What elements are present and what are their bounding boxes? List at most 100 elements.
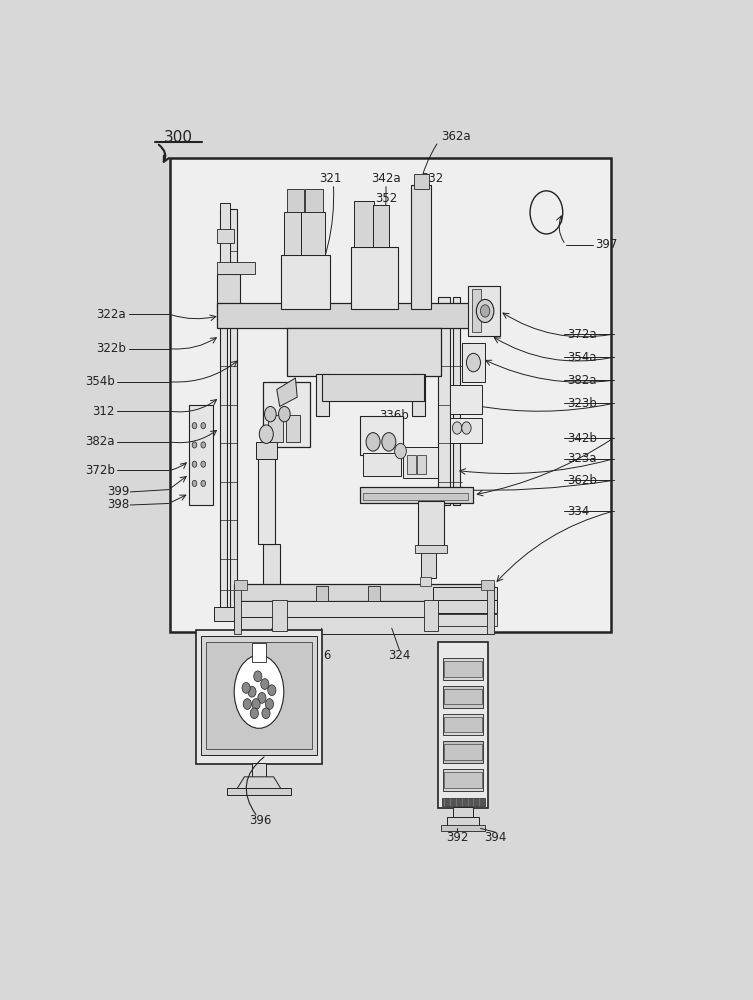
Bar (432, 614, 497, 626)
Bar (450, 385, 482, 414)
Text: 362a: 362a (441, 130, 471, 143)
Text: 399: 399 (107, 485, 130, 498)
Bar (373, 205, 389, 247)
Bar (368, 586, 380, 601)
Bar (443, 686, 483, 708)
Bar (360, 416, 404, 455)
Text: 342a: 342a (371, 172, 401, 185)
Bar (443, 741, 483, 763)
Bar (432, 600, 497, 613)
Bar (472, 289, 481, 332)
Circle shape (201, 461, 206, 467)
Text: 372b: 372b (84, 464, 114, 477)
Bar (443, 658, 483, 680)
Text: 322a: 322a (96, 308, 127, 321)
Text: 354a: 354a (567, 351, 596, 364)
Circle shape (279, 406, 290, 422)
Circle shape (366, 433, 380, 451)
Bar (301, 212, 325, 255)
Bar (444, 744, 482, 760)
Circle shape (252, 699, 260, 709)
Text: 334: 334 (567, 505, 589, 518)
Text: 362b: 362b (567, 474, 596, 487)
Bar (443, 714, 483, 735)
Bar (272, 600, 287, 631)
Bar (417, 455, 426, 474)
Circle shape (477, 299, 494, 323)
Bar (411, 185, 431, 309)
Text: 323b: 323b (567, 397, 596, 410)
Bar (234, 584, 241, 634)
Bar (322, 374, 424, 401)
Bar (256, 442, 277, 459)
Text: 332: 332 (422, 172, 444, 185)
Circle shape (453, 422, 462, 434)
Bar (287, 189, 304, 212)
Ellipse shape (234, 655, 284, 728)
Bar (316, 374, 329, 416)
Circle shape (201, 442, 206, 448)
Bar (438, 297, 450, 505)
Bar (252, 763, 266, 777)
Bar (418, 501, 444, 551)
Bar (220, 209, 227, 609)
Bar (316, 586, 328, 601)
Text: 342b: 342b (567, 432, 596, 445)
Text: 321: 321 (319, 172, 342, 185)
Bar (404, 447, 438, 478)
Circle shape (265, 699, 273, 709)
Text: 324: 324 (388, 649, 410, 662)
Circle shape (382, 433, 396, 451)
Text: 314: 314 (255, 649, 277, 662)
Bar (306, 189, 323, 212)
Bar (234, 601, 494, 618)
Bar (443, 769, 483, 791)
Circle shape (259, 425, 273, 443)
Text: 398: 398 (107, 498, 130, 512)
Circle shape (395, 443, 407, 459)
FancyArrowPatch shape (159, 145, 169, 162)
Bar (363, 453, 401, 476)
Bar (170, 158, 611, 632)
Bar (214, 607, 243, 620)
Circle shape (243, 699, 252, 709)
Circle shape (262, 708, 270, 719)
Text: 396: 396 (249, 814, 272, 827)
Bar (415, 545, 447, 553)
Circle shape (250, 708, 258, 719)
Text: 392: 392 (446, 831, 468, 844)
Text: 382a: 382a (85, 435, 114, 448)
Bar (444, 772, 482, 788)
Circle shape (254, 671, 262, 682)
Bar (354, 201, 374, 247)
Bar (285, 415, 300, 442)
Bar (450, 418, 482, 443)
Text: 397: 397 (595, 238, 617, 251)
Bar (444, 717, 482, 732)
Bar (217, 262, 255, 274)
Circle shape (480, 305, 489, 317)
Bar (201, 636, 317, 755)
Circle shape (530, 191, 562, 234)
Bar (287, 328, 441, 376)
Bar (351, 247, 398, 309)
Bar (462, 343, 485, 382)
Text: 352: 352 (375, 192, 397, 205)
Bar (234, 580, 247, 590)
Bar (481, 580, 494, 590)
Bar (412, 374, 425, 416)
Bar (414, 174, 428, 189)
Text: 322b: 322b (96, 342, 127, 355)
Text: 372a: 372a (567, 328, 596, 341)
Text: 336b: 336b (379, 409, 409, 422)
Circle shape (192, 423, 197, 429)
Bar (189, 405, 212, 505)
Text: 300: 300 (164, 130, 194, 145)
Bar (220, 203, 230, 303)
Bar (442, 798, 484, 806)
Circle shape (192, 442, 197, 448)
Circle shape (192, 461, 197, 467)
Bar (206, 642, 312, 749)
Bar (268, 415, 282, 442)
Bar (407, 455, 416, 474)
